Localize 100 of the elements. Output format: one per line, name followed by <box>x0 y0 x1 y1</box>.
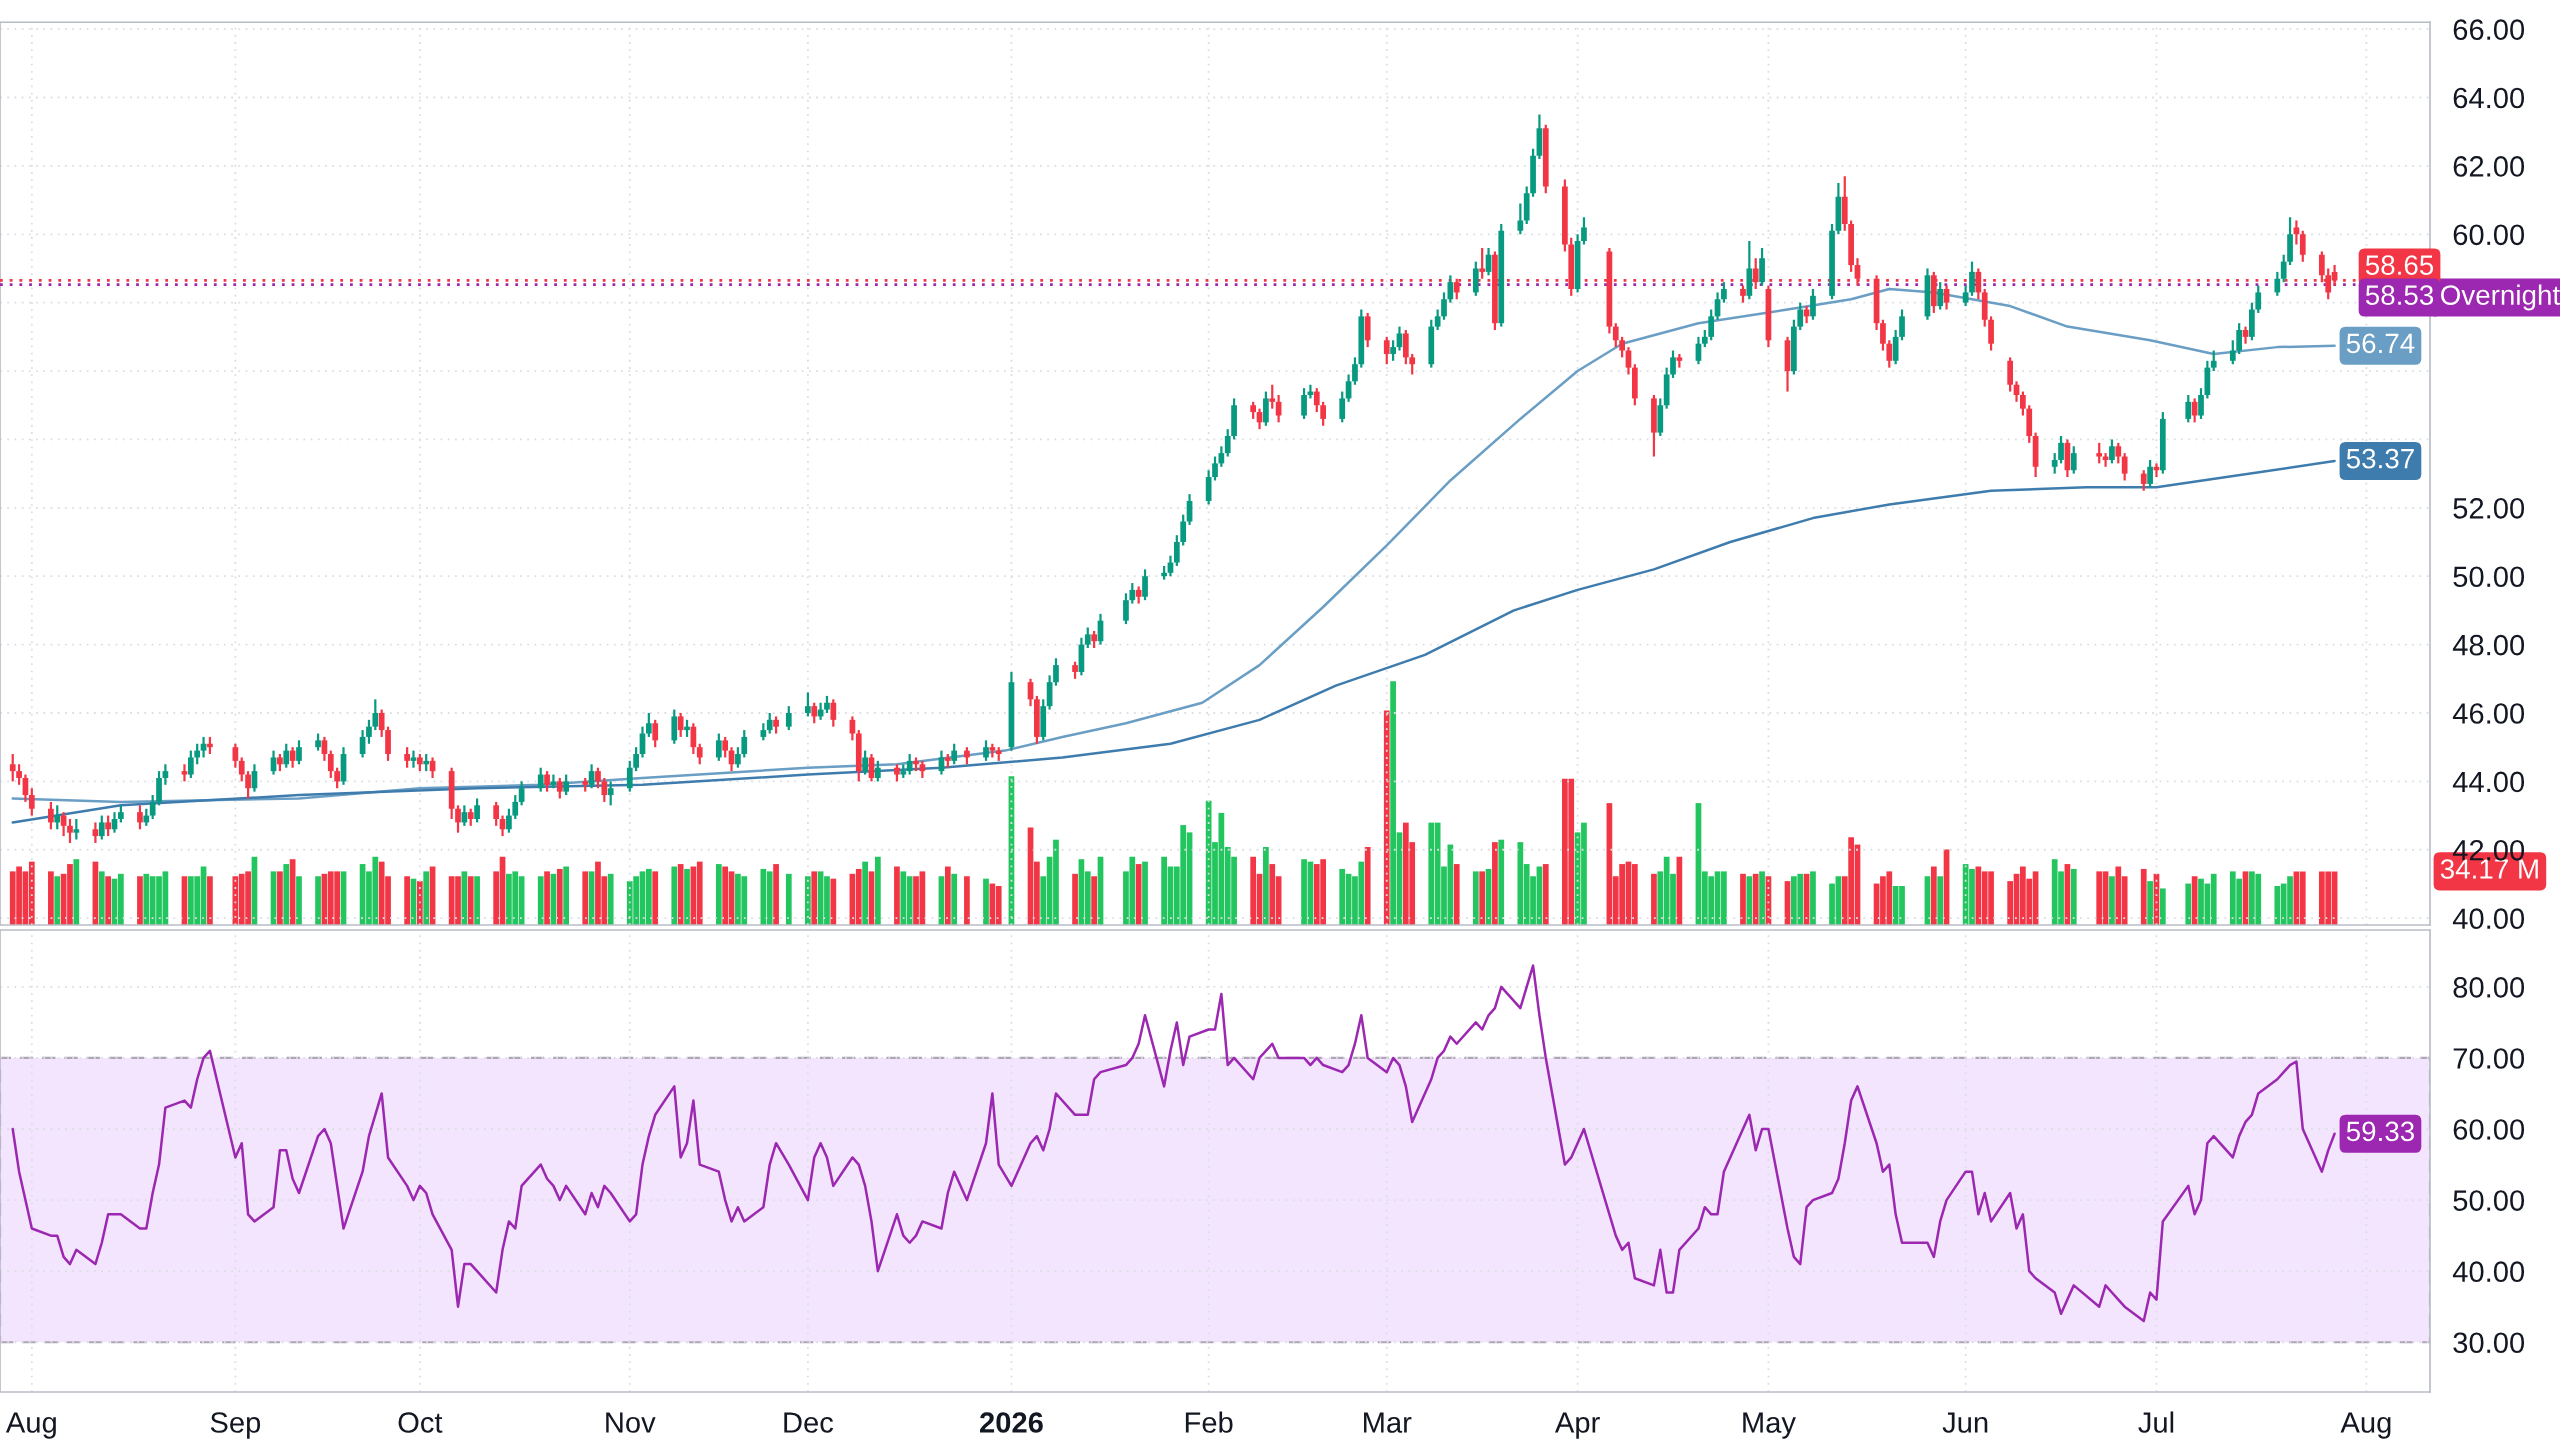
x-tick-label: Aug <box>2340 1412 2391 1439</box>
candlestick <box>811 701 818 725</box>
bar <box>404 876 410 925</box>
candlestick <box>334 766 341 790</box>
y-tick-label: 48.00 <box>2452 634 2525 656</box>
y-tick-label: 60.00 <box>2453 1119 2525 1140</box>
candlestick <box>1708 308 1715 342</box>
annotation: 58.65 <box>2365 255 2434 275</box>
bar <box>296 876 302 925</box>
candlestick <box>1339 390 1346 424</box>
y-tick-label: 50.00 <box>2453 566 2525 588</box>
bar <box>1810 871 1816 925</box>
bar <box>1651 873 1657 925</box>
bar <box>1453 864 1460 925</box>
candlestick <box>512 793 519 821</box>
candlestick <box>2185 393 2192 424</box>
bar <box>607 873 614 925</box>
bar <box>54 876 61 925</box>
candlestick <box>137 804 143 831</box>
y-tick-label: 40.00 <box>2452 908 2525 930</box>
candlestick <box>506 807 512 834</box>
candlestick <box>1396 325 1403 352</box>
candlestick <box>2191 397 2198 424</box>
candlestick <box>2115 441 2122 465</box>
candlestick <box>1180 513 1187 547</box>
data-label: 56.74 <box>2346 333 2415 354</box>
candlestick <box>983 739 989 762</box>
candlestick <box>2140 469 2147 492</box>
bar <box>874 856 881 925</box>
candlestick <box>162 763 169 786</box>
bar <box>423 871 430 925</box>
candlestick <box>595 766 601 790</box>
bar <box>1135 864 1142 925</box>
bar <box>1752 873 1759 925</box>
candlestick <box>2058 434 2064 465</box>
candlestick <box>1988 315 1994 352</box>
candlestick <box>296 739 302 766</box>
candlestick <box>2229 339 2236 366</box>
candlestick <box>868 752 875 783</box>
bar <box>1937 876 1944 925</box>
candlestick <box>194 742 201 766</box>
bar <box>1759 871 1765 925</box>
candlestick <box>2121 452 2128 482</box>
candlestick <box>372 698 379 732</box>
candlestick <box>54 804 61 831</box>
candlestick <box>149 793 156 821</box>
bar <box>315 876 321 925</box>
bar <box>556 868 563 925</box>
x-tick-label: Feb <box>1185 1411 1233 1433</box>
bar <box>98 871 105 925</box>
candlestick <box>1142 568 1148 602</box>
candlestick <box>187 749 194 780</box>
candlestick <box>715 732 722 762</box>
candlestick <box>2051 452 2058 475</box>
candlestick <box>550 773 557 790</box>
bar <box>951 873 958 925</box>
candlestick <box>1937 281 1944 311</box>
candlestick <box>1212 455 1218 482</box>
candlestick <box>321 735 328 762</box>
bar <box>1091 876 1097 925</box>
candlestick <box>16 763 22 786</box>
candlestick <box>1969 260 1975 297</box>
candlestick <box>1409 352 1416 376</box>
candlestick <box>830 698 837 728</box>
x-tick-label: Jul <box>2138 1411 2174 1433</box>
candlestick <box>906 752 913 776</box>
bar <box>715 864 722 925</box>
candlestick <box>2198 387 2204 421</box>
candlestick <box>366 718 372 745</box>
annotation: 58.53 <box>2365 285 2434 305</box>
candlestick <box>741 728 748 759</box>
candlestick <box>518 780 525 807</box>
candlestick <box>1892 328 1899 366</box>
data-label: 53.37 <box>2346 448 2414 469</box>
candlestick <box>862 749 868 776</box>
y-tick-label: 80.00 <box>2453 977 2525 998</box>
candlestick <box>105 814 111 838</box>
candlestick <box>1721 281 1727 304</box>
bar <box>1746 876 1753 925</box>
candlestick <box>238 756 245 783</box>
bar <box>894 866 900 925</box>
candlestick <box>493 800 500 827</box>
bar <box>1740 873 1746 925</box>
y-tick-label: 50.00 <box>2453 1190 2525 1211</box>
candlestick <box>73 817 80 841</box>
candlestick <box>537 766 544 793</box>
bar <box>563 866 570 925</box>
candlestick <box>2096 441 2103 465</box>
x-tick-label: Aug <box>5 1412 56 1439</box>
candlestick <box>385 725 391 762</box>
y-tick-label: 66.00 <box>2453 19 2525 40</box>
bar <box>2140 868 2147 925</box>
candlestick <box>633 746 639 773</box>
candlestick <box>1886 339 1893 369</box>
candlestick <box>2210 349 2217 373</box>
candlestick <box>785 705 792 732</box>
bar <box>73 859 80 925</box>
candlestick <box>722 735 729 759</box>
candlestick <box>1810 287 1816 321</box>
candlestick <box>1313 387 1320 414</box>
